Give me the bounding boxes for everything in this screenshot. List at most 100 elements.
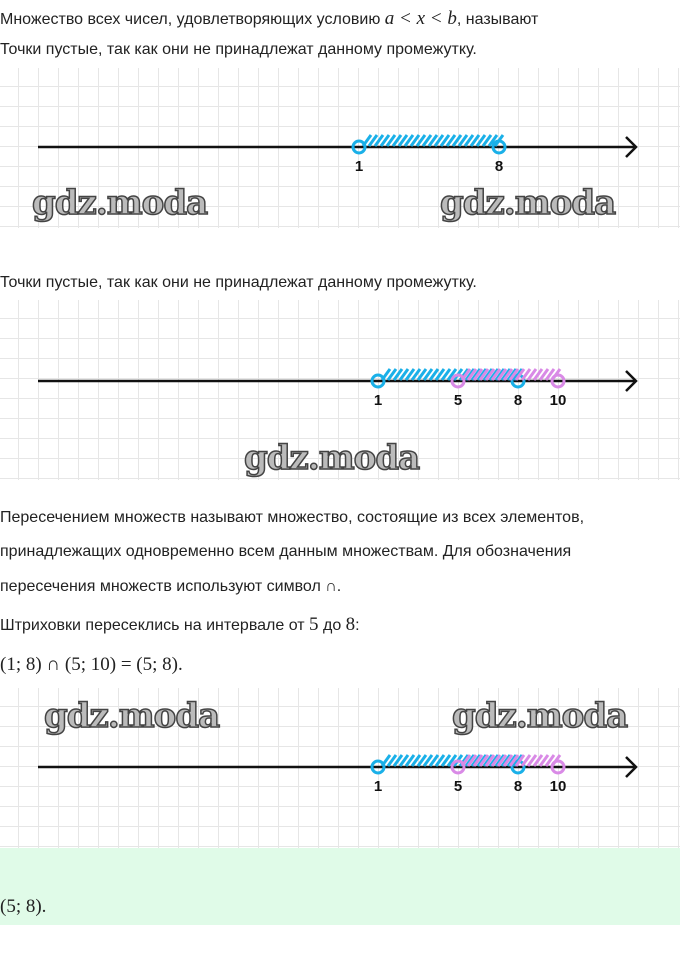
hatch-stroke bbox=[392, 368, 404, 381]
text: Множество всех чисел, удовлетворяющих ус… bbox=[0, 11, 385, 28]
watermark: gdz.moda bbox=[243, 437, 421, 479]
hatch-stroke bbox=[514, 368, 526, 381]
hatch-stroke bbox=[404, 754, 416, 767]
hatch-stroke bbox=[466, 754, 478, 767]
math: 5 bbox=[309, 614, 319, 635]
tick-label: 10 bbox=[550, 778, 567, 795]
hatch-stroke bbox=[506, 368, 518, 381]
hatch-stroke bbox=[481, 134, 493, 147]
hatch-stroke bbox=[367, 134, 379, 147]
tick-label: 5 bbox=[454, 392, 462, 409]
watermark: gdz.moda bbox=[439, 182, 617, 224]
hatch-stroke bbox=[458, 368, 470, 381]
open-point bbox=[450, 373, 466, 389]
hatch-stroke bbox=[422, 368, 434, 381]
hatch-stroke bbox=[490, 754, 502, 767]
definition-line-1: Пересечением множеств называют множество… bbox=[0, 509, 585, 526]
hatch-stroke bbox=[428, 368, 440, 381]
open-point bbox=[450, 759, 466, 775]
text: , называют bbox=[456, 11, 539, 28]
hatch-violet bbox=[460, 754, 562, 767]
hatch-stroke bbox=[451, 134, 463, 147]
tick-label: 1 bbox=[355, 158, 363, 175]
hatch-stroke bbox=[416, 754, 428, 767]
hatch-stroke bbox=[385, 134, 397, 147]
hatch-stroke bbox=[520, 368, 532, 381]
math-inequality: a < x < b bbox=[384, 8, 457, 29]
hatch-stroke bbox=[379, 134, 391, 147]
hatch-stroke bbox=[434, 754, 446, 767]
hatch-stroke bbox=[526, 368, 538, 381]
tick-label: 8 bbox=[495, 158, 503, 175]
hatch-stroke bbox=[520, 754, 532, 767]
axis-arrow bbox=[625, 136, 638, 158]
hatch-stroke bbox=[482, 368, 494, 381]
watermark: gdz.moda bbox=[43, 695, 221, 737]
hatch-stroke bbox=[428, 754, 440, 767]
definition-line-3: пересечения множеств используют символ ∩… bbox=[0, 578, 342, 595]
text: Штриховки пересеклись на интервале от bbox=[0, 617, 310, 634]
note-text-1: Точки пустые, так как они не принадлежат… bbox=[0, 41, 477, 58]
hatch-stroke bbox=[404, 368, 416, 381]
hatch-stroke bbox=[544, 754, 556, 767]
hatch-stroke bbox=[415, 134, 427, 147]
tick-label: 5 bbox=[454, 778, 462, 795]
intersection-formula: (1; 8) ∩ (5; 10) = (5; 8). bbox=[0, 654, 183, 675]
hatch-stroke bbox=[484, 368, 496, 381]
open-point bbox=[491, 139, 507, 155]
number-line-3: 1 5 8 10 bbox=[38, 754, 638, 795]
tick-label: 8 bbox=[514, 392, 522, 409]
hatch-stroke bbox=[403, 134, 415, 147]
hatch-stroke bbox=[500, 368, 512, 381]
hatch-stroke bbox=[502, 754, 514, 767]
hatch-stroke bbox=[457, 134, 469, 147]
hatch-stroke bbox=[416, 368, 428, 381]
tick-label: 1 bbox=[374, 778, 382, 795]
hatch-stroke bbox=[500, 754, 512, 767]
hatch-stroke bbox=[532, 368, 544, 381]
hatch-stroke bbox=[470, 368, 482, 381]
hatch-stroke bbox=[440, 368, 452, 381]
hatch-stroke bbox=[458, 754, 470, 767]
hatch-stroke bbox=[392, 754, 404, 767]
hatch-stroke bbox=[446, 754, 458, 767]
hatch-stroke bbox=[538, 368, 550, 381]
hatch-stroke bbox=[470, 754, 482, 767]
hatch-stroke bbox=[476, 368, 488, 381]
answer-box: (5; 8). bbox=[0, 848, 680, 925]
hatch-stroke bbox=[488, 368, 500, 381]
hatch-stroke bbox=[478, 368, 490, 381]
hatch-stroke bbox=[482, 754, 494, 767]
hatch-stroke bbox=[472, 368, 484, 381]
hatch-stroke bbox=[386, 754, 398, 767]
open-point bbox=[370, 759, 386, 775]
hatch-stroke bbox=[476, 754, 488, 767]
open-point bbox=[550, 373, 566, 389]
hatch-stroke bbox=[409, 134, 421, 147]
axis-arrow bbox=[625, 370, 638, 392]
hatch-stroke bbox=[538, 754, 550, 767]
open-point bbox=[351, 139, 367, 155]
tick-label: 8 bbox=[514, 778, 522, 795]
watermark: gdz.moda bbox=[451, 695, 629, 737]
hatch-text: Штриховки пересеклись на интервале от 5 … bbox=[0, 614, 360, 636]
answer-text: (5; 8). bbox=[0, 896, 47, 917]
intro-text: Множество всех чисел, удовлетворяющих ус… bbox=[0, 8, 538, 30]
hatch-stroke bbox=[422, 754, 434, 767]
hatch-stroke bbox=[544, 368, 556, 381]
number-line-panel-2: 1 5 8 10 gdz.moda bbox=[0, 300, 680, 480]
hatch-stroke bbox=[433, 134, 445, 147]
hatch-stroke bbox=[440, 754, 452, 767]
hatch-stroke bbox=[487, 134, 499, 147]
hatch-stroke bbox=[445, 134, 457, 147]
math: 8 bbox=[345, 614, 356, 635]
hatch-stroke bbox=[532, 754, 544, 767]
hatch-stroke bbox=[466, 368, 478, 381]
open-point bbox=[370, 373, 386, 389]
hatch-stroke bbox=[502, 368, 514, 381]
text: до bbox=[318, 617, 346, 634]
hatch-stroke bbox=[469, 134, 481, 147]
axis-arrow bbox=[625, 756, 638, 778]
text: : bbox=[355, 617, 360, 634]
